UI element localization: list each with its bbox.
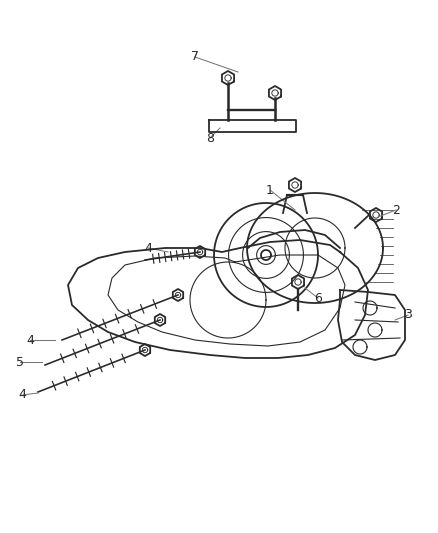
Text: 4: 4 bbox=[144, 241, 152, 254]
Text: 6: 6 bbox=[314, 292, 322, 304]
Text: 1: 1 bbox=[266, 183, 274, 197]
Text: 2: 2 bbox=[392, 204, 400, 216]
Text: 7: 7 bbox=[191, 51, 199, 63]
Text: 4: 4 bbox=[18, 389, 26, 401]
Text: 5: 5 bbox=[16, 356, 24, 368]
Polygon shape bbox=[209, 120, 296, 132]
Text: 8: 8 bbox=[206, 132, 214, 144]
Polygon shape bbox=[338, 290, 405, 360]
Text: 3: 3 bbox=[404, 309, 412, 321]
Text: 4: 4 bbox=[26, 334, 34, 346]
